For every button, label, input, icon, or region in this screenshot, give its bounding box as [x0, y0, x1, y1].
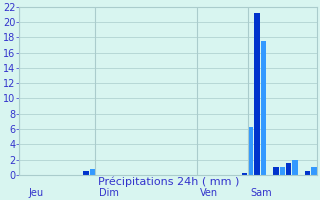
- Bar: [286, 163, 292, 175]
- Bar: [261, 41, 266, 175]
- Bar: [254, 13, 260, 175]
- Bar: [305, 171, 310, 175]
- Text: Ven: Ven: [200, 188, 218, 198]
- Bar: [83, 171, 89, 175]
- Text: Jeu: Jeu: [29, 188, 44, 198]
- Bar: [273, 167, 279, 175]
- Bar: [292, 160, 298, 175]
- Bar: [242, 173, 247, 175]
- Bar: [280, 167, 285, 175]
- Bar: [248, 127, 253, 175]
- Bar: [90, 169, 95, 175]
- Text: Sam: Sam: [251, 188, 272, 198]
- Text: Dim: Dim: [99, 188, 118, 198]
- Bar: [311, 167, 317, 175]
- X-axis label: Précipitations 24h ( mm ): Précipitations 24h ( mm ): [98, 176, 239, 187]
